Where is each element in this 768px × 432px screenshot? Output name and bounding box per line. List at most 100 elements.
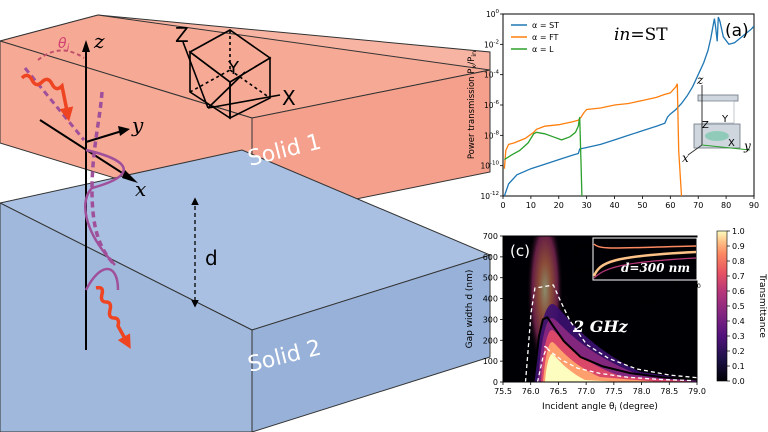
solid2-front-face: [0, 202, 253, 432]
chart-panel-c: 75.5 76.0 76.5 77.0 77.5 78.0 78.5 79.001002003…: [465, 227, 767, 413]
panel-a-series: [503, 16, 754, 196]
theta-arc: [37, 49, 85, 61]
theta-label: θi: [58, 36, 70, 54]
panel-a-xtick-label: 30: [582, 201, 592, 210]
panel-c-ridges: [524, 284, 697, 382]
panel-c-ytick-label: 200: [483, 336, 498, 345]
axis-x-label: x: [135, 177, 146, 201]
colorbar-tick-label: 0.5: [732, 302, 745, 311]
panel-a-ytick-label: 10-12: [480, 191, 499, 201]
incident-wave: [20, 73, 74, 122]
panel-c-xtick-label: 76.5: [550, 387, 568, 396]
panel-c-xlabel: Incident angle θi (degree): [542, 402, 658, 413]
interface-x-axis: [39, 119, 131, 179]
x-axis-arrowhead: [122, 170, 138, 183]
evanescent-profile: [84, 148, 125, 266]
panel-a-inset-icon: [687, 85, 751, 156]
crystal-axes-icon: [182, 41, 281, 109]
colorbar-tick-label: 0.3: [732, 332, 745, 341]
panel-a-ylabel: Power transmission Px/Pin: [467, 51, 478, 159]
panel-c-ytick-label: 100: [483, 357, 498, 366]
panel-c-inset-ticks: 0 2 4 6 8 10 2840 2860: [577, 243, 701, 290]
colorbar-tick-label: 0.1: [732, 362, 745, 371]
panel-a-xtick-label: 60: [665, 201, 675, 210]
panel-a-legend: α = ST α = FT α = L: [511, 21, 559, 54]
colorbar-tick-label: 0.8: [732, 257, 745, 266]
panel-c-frame: [502, 235, 698, 383]
crystal-cube-icon: [188, 29, 272, 120]
panel-c-xtick-label: 78.0: [633, 387, 651, 396]
crystal-z-label: Z: [175, 23, 189, 47]
panel-a-xtick-label: 50: [637, 201, 647, 210]
colorbar: [716, 230, 728, 382]
inset-x-label: x: [682, 151, 689, 165]
ridge-dashed-outer: [524, 284, 697, 382]
axis-z-label: z: [93, 29, 105, 53]
schematic: Solid 1 Solid 2 d z θi x y: [0, 14, 492, 432]
panel-a-xtick-label: 70: [693, 201, 703, 210]
panel-c-ylabel: Gap width d (nm): [465, 270, 475, 349]
panel-a-ytick-label: 10-6: [484, 100, 500, 110]
axis-y-label: y: [131, 113, 144, 137]
panel-c-xtick-label: 77.0: [577, 387, 595, 396]
transmitted-profile: [84, 268, 120, 291]
panel-a-xtick-label: 10: [526, 201, 536, 210]
panel-c-inset-curves: [593, 243, 697, 279]
inset-y-label: y: [743, 139, 751, 153]
panel-c-xtick-label: 77.5: [605, 387, 623, 396]
inset-xtick-label: 10: [693, 283, 701, 290]
panel-c-ytick-label: 0: [493, 378, 498, 387]
z-axis-arrowhead: [82, 40, 90, 52]
panel-c-ticks: 75.5 76.0 76.5 77.0 77.5 78.0 78.5 79.001002003…: [483, 232, 706, 396]
ridge-dashed-inner: [536, 345, 695, 382]
legend-label-2: α = L: [532, 45, 554, 54]
panel-c-annotation: 2 GHz: [572, 317, 628, 336]
panel-a-xtick-label: 20: [554, 201, 564, 210]
panel-a-ticks: 0 10 20 30 40 50 60 70 80 90 100 10-2 10-4 10-6 10-8 10…: [480, 9, 759, 210]
panel-a-annotation: in=ST: [614, 25, 668, 45]
inset-crystal-y: Y: [721, 114, 729, 125]
panel-c-xtick-label: 76.0: [522, 387, 540, 396]
inset-crystal-x: X: [728, 138, 735, 149]
inset-crystal-z: Z: [702, 120, 709, 131]
inset-xtick-label: 4: [633, 283, 637, 290]
gap-label: d: [205, 246, 218, 270]
inset-xtick-label: 2: [612, 283, 616, 290]
inset-xtick-label: 8: [674, 283, 678, 290]
inset-z-label: z: [696, 73, 704, 87]
colorbar-tick-label: 0.0: [732, 377, 745, 386]
incident-beam: [23, 67, 86, 141]
panel-a-xtick-label: 90: [749, 201, 759, 210]
panel-a-ytick-label: 100: [486, 9, 500, 19]
panel-a-label: (a): [725, 21, 749, 41]
solid2-side-face: [251, 254, 491, 432]
colorbar-label: Transmittance: [757, 273, 767, 338]
transmitted-wave: [95, 285, 131, 349]
panel-a-xtick-label: 40: [609, 201, 619, 210]
panel-c-ytick-label: 700: [483, 232, 498, 241]
panel-c-ytick-label: 600: [483, 253, 498, 262]
panel-c-xtick-label: 75.5: [494, 387, 512, 396]
panel-a-ytick-label: 10-10: [480, 161, 499, 171]
inset-xtick-label: 0: [591, 283, 595, 290]
chart-panel-a: 0 10 20 30 40 50 60 70 80 90 100 10-2 10-4 10-6 10-8 10…: [467, 9, 759, 210]
y-axis-arrowhead: [118, 126, 130, 136]
colorbar-tick-label: 0.9: [732, 242, 745, 251]
legend-label-0: α = ST: [532, 21, 559, 30]
panel-c-inset-ylabel: ω/kx (m/s): [573, 244, 582, 275]
crystal-x-label: X: [282, 86, 296, 110]
panel-a-xtick-label: 80: [721, 201, 731, 210]
panel-c-ytick-label: 300: [483, 315, 498, 324]
colorbar-ticks: 0.0 0.1 0.2 0.3 0.4 0.5 0.6 0.7 0.8 0.9 1.0: [727, 227, 745, 386]
panel-c-xtick-label: 79.0: [688, 387, 706, 396]
panel-c-label: (c): [510, 242, 530, 260]
panel-a-ytick-label: 10-2: [484, 39, 499, 49]
colorbar-tick-label: 0.7: [732, 272, 745, 281]
panel-a-frame: [502, 13, 755, 197]
panel-c-ytick-label: 400: [483, 295, 498, 304]
crystal-y-label: Y: [227, 58, 240, 79]
series-line-0: [503, 16, 754, 196]
panel-a-ytick-label: 10-8: [484, 130, 500, 140]
colorbar-tick-label: 1.0: [732, 227, 745, 236]
